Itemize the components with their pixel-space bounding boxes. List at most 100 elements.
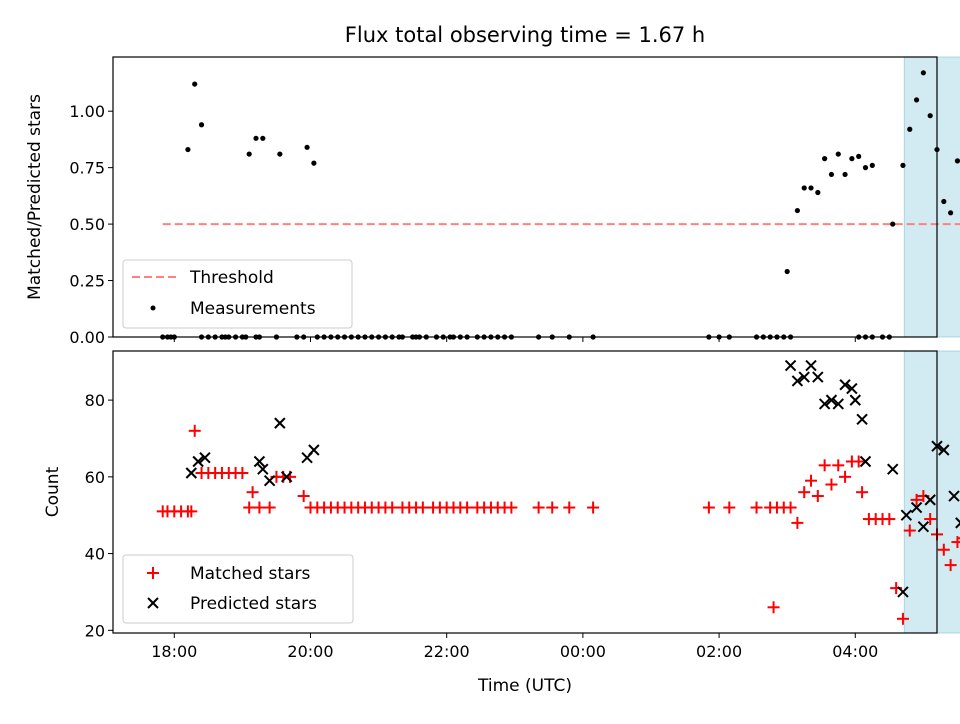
matched-star-point — [702, 501, 715, 514]
matched-star-point — [896, 612, 909, 625]
legend-matched-swatch — [147, 567, 159, 579]
measurement-point — [920, 70, 926, 76]
predicted-star-point — [185, 467, 198, 479]
matched-star-point — [416, 501, 429, 514]
legend-top: Threshold Measurements — [122, 259, 353, 329]
predicted-star-point — [955, 517, 960, 529]
predicted-star-point — [192, 455, 204, 468]
y-tick-label: 1.00 — [69, 102, 105, 121]
predicted-star-point — [263, 474, 276, 487]
chart-title: Flux total observing time = 1.67 h — [345, 23, 705, 47]
legend-bottom: Matched stars Predicted stars — [122, 554, 354, 624]
matched-star-point — [587, 501, 600, 514]
legend-predicted-swatch — [147, 597, 159, 609]
highlight-span-band — [903, 56, 960, 338]
predicted-star-point — [798, 371, 810, 383]
measurement-point — [794, 207, 800, 214]
matched-star-point — [263, 501, 276, 514]
x-tick-label: 02:00 — [696, 642, 742, 661]
predicted-star-point — [849, 394, 861, 406]
y-axis-label-top: Matched/Predicted stars — [25, 94, 45, 300]
measurement-point — [900, 162, 906, 168]
measurement-point — [277, 151, 283, 157]
matched-star-point — [767, 601, 780, 614]
predicted-star-point — [846, 382, 858, 395]
x-tick-label: 20:00 — [287, 642, 333, 661]
measurement-point — [260, 135, 266, 141]
predicted-star-point — [924, 494, 936, 506]
predicted-star-point — [887, 463, 899, 475]
matched-star-point — [852, 455, 865, 468]
highlight-span-bottom — [903, 350, 960, 634]
measurement-point — [948, 210, 954, 216]
x-tick-label: 04:00 — [832, 642, 878, 661]
measurement-point — [941, 198, 947, 205]
matched-star-point — [185, 505, 198, 518]
y-tick-label: 0.75 — [69, 159, 105, 178]
y-ticks-top: 0.00 0.25 0.50 0.75 1.00 — [69, 102, 113, 347]
predicted-star-point — [910, 501, 923, 514]
matched-star-point — [236, 467, 249, 480]
matched-star-point — [937, 543, 950, 556]
predicted-star-point — [199, 451, 211, 464]
measurement-point — [822, 156, 828, 162]
predicted-star-point — [274, 417, 286, 429]
measurement-point — [890, 221, 896, 227]
x-tick-label: 18:00 — [151, 642, 197, 661]
x-ticks-top — [173, 337, 856, 342]
axes-frame-bottom — [112, 350, 938, 634]
measurement-point — [815, 189, 821, 196]
matched-star-point — [798, 486, 811, 499]
predicted-star-point — [280, 471, 293, 483]
measurement-point — [869, 162, 875, 168]
y-tick-label: 0.00 — [69, 328, 105, 347]
measurement-point — [842, 171, 848, 178]
matched-star-point — [546, 501, 559, 514]
matched-star-point — [243, 501, 256, 514]
measurement-point — [801, 185, 807, 191]
measurement-point — [849, 156, 855, 162]
matched-star-point — [246, 486, 259, 499]
predicted-star-point — [839, 379, 851, 391]
measurement-point — [927, 113, 933, 119]
measurement-point — [913, 97, 920, 103]
matched-star-point — [532, 501, 545, 514]
x-tick-label: 00:00 — [560, 642, 606, 661]
matched-star-point — [386, 501, 399, 514]
measurement-point — [185, 146, 191, 153]
legend-measurements-label: Measurements — [190, 299, 316, 319]
x-tick-label: 22:00 — [424, 642, 470, 661]
legend-measurements-swatch — [150, 305, 156, 311]
matched-star-point — [461, 501, 474, 514]
predicted-star-point — [917, 521, 930, 533]
predicted-star-point — [805, 359, 817, 372]
predicted-star-point — [791, 375, 804, 387]
predicted-star-point — [818, 398, 831, 410]
matched-star-point — [505, 501, 518, 514]
matched-star-point — [903, 524, 916, 537]
measurement-point — [253, 135, 259, 141]
matched-star-point — [883, 513, 896, 526]
highlight-span-band — [903, 350, 960, 634]
measurement-point — [862, 165, 869, 171]
matched-star-point — [856, 486, 869, 499]
measurement-point — [835, 151, 841, 157]
predicted-star-point — [253, 455, 266, 468]
measurement-point — [954, 158, 960, 164]
legend-box-top — [122, 259, 353, 329]
y-tick-label: 20 — [85, 621, 105, 640]
measurement-point — [192, 81, 198, 87]
matched-star-point — [188, 424, 201, 437]
series-measurements — [160, 70, 960, 340]
matched-star-point — [253, 501, 266, 514]
y-tick-label: 0.50 — [69, 215, 105, 234]
measurement-point — [856, 153, 862, 159]
legend-predicted-label: Predicted stars — [190, 594, 317, 614]
predicted-star-point — [832, 398, 844, 410]
measurement-point — [246, 151, 252, 157]
predicted-star-point — [257, 463, 269, 475]
predicted-star-point — [784, 359, 797, 372]
y-tick-label: 60 — [85, 468, 105, 487]
